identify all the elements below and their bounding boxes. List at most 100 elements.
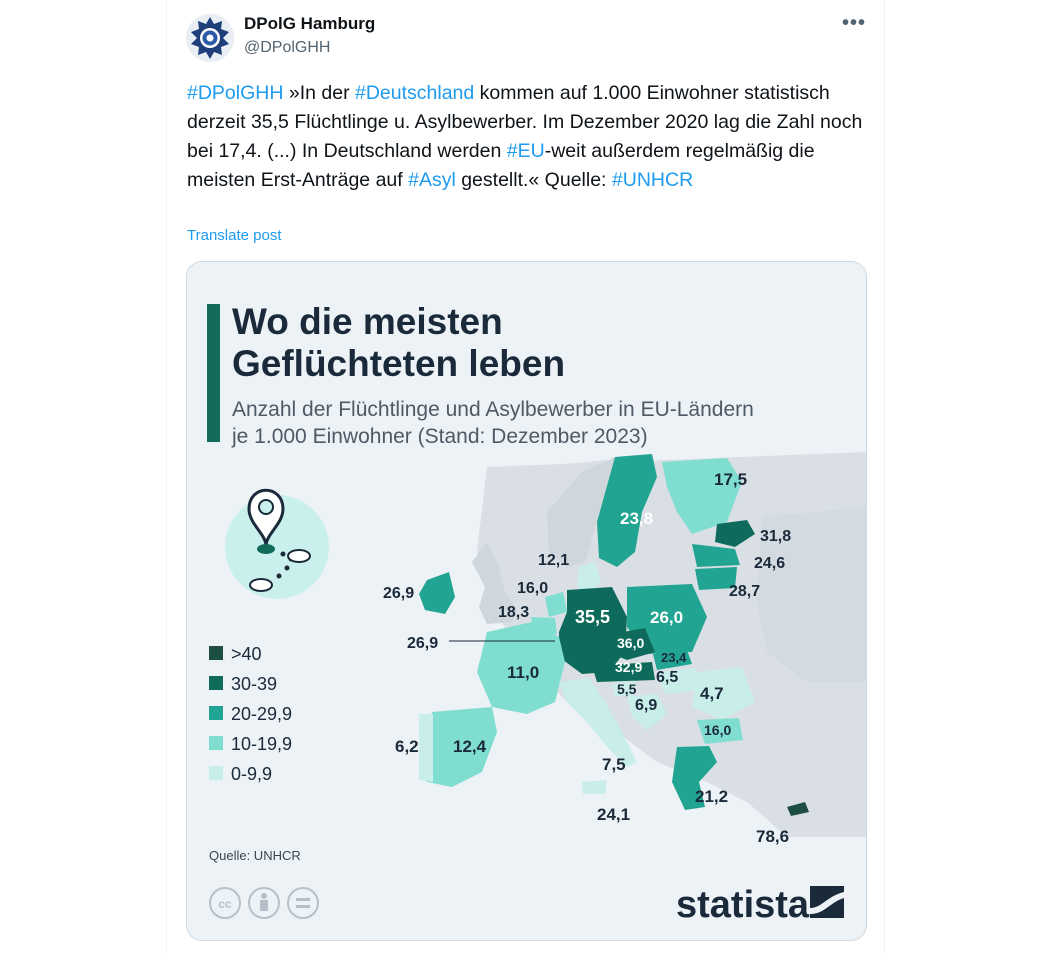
map-greece [672, 746, 717, 810]
map-pin-illustration [225, 488, 329, 599]
label-poland: 26,0 [650, 608, 683, 627]
label-slovakia: 23,4 [661, 650, 687, 665]
infographic-title-line2: Geflüchteten leben [232, 343, 565, 384]
legend-label-0: >40 [231, 644, 262, 664]
infographic-card[interactable]: Wo die meisten Geflüchteten leben Anzahl… [186, 261, 867, 941]
label-bulgaria: 16,0 [704, 722, 731, 738]
map-france [477, 622, 565, 714]
hashtag-link[interactable]: #Deutschland [355, 82, 475, 104]
post-text-segment: kommen auf 1.000 Einwohner statistisch d… [187, 82, 863, 162]
map-cyprus [787, 802, 809, 816]
hashtag-link[interactable]: #EU [506, 140, 545, 162]
cc-license-icon: cc [209, 887, 241, 919]
timeline-left-border [166, 0, 167, 953]
label-czechia: 36,0 [617, 635, 644, 651]
author-handle[interactable]: @DPolGHH [244, 39, 331, 56]
post-text-segment: »In der [283, 82, 355, 104]
label-slovenia: 5,5 [617, 681, 637, 697]
map-spain [422, 707, 497, 787]
avatar[interactable] [186, 14, 234, 62]
europe-map [419, 452, 866, 837]
map-sicily [582, 780, 607, 794]
label-austria: 32,9 [615, 659, 642, 675]
post-text-segment: gestellt.« Quelle: [455, 169, 612, 191]
attribution-person-icon [248, 887, 280, 919]
legend-label-4: 0-9,9 [231, 764, 272, 784]
label-germany: 35,5 [575, 607, 610, 627]
map-latvia [692, 544, 740, 567]
map-legend: >40 30-39 20-29,9 10-19,9 0-9,9 [209, 644, 292, 784]
label-cyprus: 78,6 [756, 827, 789, 846]
label-france: 11,0 [507, 663, 539, 682]
label-belgium: 18,3 [498, 604, 529, 621]
label-netherlands: 16,0 [517, 580, 548, 597]
map-bulgaria [697, 718, 743, 744]
source-note: Quelle: UNHCR [209, 848, 301, 863]
map-austria [592, 662, 655, 682]
timeline-right-border [884, 0, 885, 953]
label-ireland: 26,9 [383, 585, 414, 602]
hashtag-link[interactable]: #Asyl [408, 169, 456, 191]
map-romania [692, 667, 755, 720]
label-estonia: 31,8 [760, 528, 791, 545]
police-star-icon [186, 14, 234, 62]
map-uk [472, 542, 517, 624]
label-malta: 24,1 [597, 805, 630, 824]
label-romania: 4,7 [700, 684, 724, 703]
label-greece: 21,2 [695, 787, 728, 806]
legend-swatch-4 [209, 766, 223, 780]
map-czechia [612, 628, 655, 660]
label-luxembourg: 26,9 [407, 635, 438, 652]
svg-text:cc: cc [218, 897, 232, 911]
map-portugal [419, 714, 433, 782]
legend-swatch-0 [209, 646, 223, 660]
license-icons: cc [209, 887, 319, 919]
more-options-icon[interactable]: ••• [842, 12, 867, 34]
label-italy: 7,5 [602, 755, 626, 774]
map-finland [662, 458, 742, 534]
label-croatia: 6,9 [635, 697, 657, 714]
legend-label-1: 30-39 [231, 674, 277, 694]
legend-swatch-3 [209, 736, 223, 750]
label-lithuania: 28,7 [729, 583, 760, 600]
post-text: #DPolGHH »In der #Deutschland kommen auf… [187, 79, 867, 195]
map-lithuania [695, 567, 737, 590]
post-text-segment: -weit außerdem regelmäßig die meisten Er… [187, 140, 815, 191]
label-sweden: 23,8 [620, 509, 653, 528]
translate-post-link[interactable]: Translate post [187, 227, 282, 244]
map-netherlands [545, 592, 567, 617]
hashtag-link[interactable]: #UNHCR [611, 169, 694, 191]
author-name[interactable]: DPolG Hamburg [244, 14, 376, 33]
map-ireland [419, 572, 455, 614]
infographic-subtitle-line2: je 1.000 Einwohner (Stand: Dezember 2023… [231, 425, 648, 448]
statista-logo-text: statista [676, 884, 810, 926]
legend-swatch-2 [209, 706, 223, 720]
map-croatia [627, 694, 667, 730]
infographic-subtitle-line1: Anzahl der Flüchtlinge und Asylbewerber … [232, 398, 754, 421]
infographic-image: Wo die meisten Geflüchteten leben Anzahl… [187, 262, 866, 940]
map-germany [559, 587, 627, 674]
map-italy [559, 678, 637, 767]
legend-label-3: 10-19,9 [231, 734, 292, 754]
map-slovenia [612, 682, 635, 696]
no-derivatives-icon [287, 887, 319, 919]
map-value-labels: 23,8 17,5 31,8 24,6 28,7 12,1 26,9 16,0 … [383, 470, 791, 846]
label-finland: 17,5 [714, 470, 747, 489]
map-denmark [577, 562, 601, 596]
map-east [757, 507, 866, 682]
map-hungary [657, 668, 702, 694]
label-latvia: 24,6 [754, 555, 785, 572]
infographic-title-line1: Wo die meisten [232, 301, 503, 342]
map-estonia [715, 520, 755, 547]
map-slovakia [653, 650, 692, 670]
title-accent-bar [207, 304, 220, 442]
map-norway [547, 457, 615, 567]
map-sweden [597, 454, 657, 567]
legend-swatch-1 [209, 676, 223, 690]
label-denmark: 12,1 [538, 552, 569, 569]
label-portugal: 6,2 [395, 737, 419, 756]
hashtag-link[interactable]: #DPolGHH [187, 82, 284, 104]
label-hungary: 6,5 [656, 669, 678, 686]
label-spain: 12,4 [453, 737, 487, 756]
legend-label-2: 20-29,9 [231, 704, 292, 724]
